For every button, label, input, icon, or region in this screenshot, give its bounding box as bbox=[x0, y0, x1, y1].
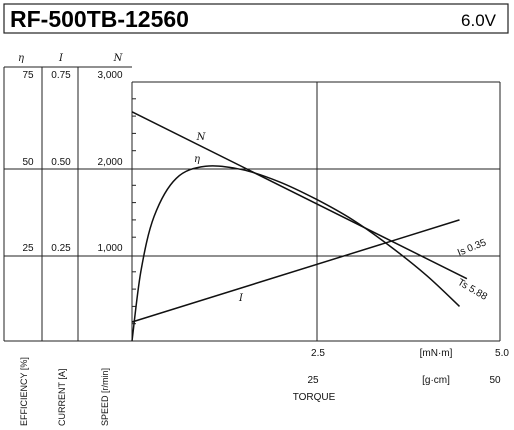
speed-tick-3000: 3,000 bbox=[97, 70, 122, 81]
speed-tick-2000: 2,000 bbox=[97, 157, 122, 168]
current-tick-0.50: 0.50 bbox=[51, 157, 71, 168]
efficiency-tick-75: 75 bbox=[22, 70, 34, 81]
x-unit-mNm: [mN·m] bbox=[420, 348, 453, 359]
speed-curve-label: N bbox=[196, 132, 207, 143]
current-tick-0.75: 0.75 bbox=[51, 70, 71, 81]
efficiency-curve bbox=[132, 166, 460, 341]
stall-torque-annotation: Ts 5.88 bbox=[456, 277, 490, 303]
y-tick-marks bbox=[132, 99, 136, 324]
x-axis-label: TORQUE bbox=[293, 392, 336, 403]
x-tick-mNm-5.0: 5.0 bbox=[495, 348, 509, 359]
efficiency-tick-50: 50 bbox=[22, 157, 34, 168]
speed-tick-1000: 1,000 bbox=[97, 243, 122, 254]
x-tick-gcm-50: 50 bbox=[489, 375, 501, 386]
model-title: RF-500TB-12560 bbox=[10, 6, 189, 32]
efficiency-tick-25: 25 bbox=[22, 243, 34, 254]
efficiency-curve-label: η bbox=[194, 154, 200, 165]
current-axis-label: CURRENT [A] bbox=[57, 369, 67, 426]
efficiency-axis-label: EFFICIENCY [%] bbox=[19, 357, 29, 426]
current-curve bbox=[132, 220, 460, 322]
current-tick-0.25: 0.25 bbox=[51, 243, 71, 254]
current-curve-label: I bbox=[238, 293, 244, 304]
x-unit-gcm: [g·cm] bbox=[422, 375, 450, 386]
efficiency-symbol: η bbox=[18, 53, 24, 64]
speed-symbol: N bbox=[113, 53, 124, 64]
x-tick-gcm-25: 25 bbox=[307, 375, 319, 386]
x-tick-mNm-2.5: 2.5 bbox=[311, 348, 325, 359]
current-symbol: I bbox=[58, 53, 64, 64]
voltage-label: 6.0V bbox=[461, 11, 497, 30]
speed-curve bbox=[132, 112, 467, 279]
speed-axis-label: SPEED [r/min] bbox=[100, 368, 110, 426]
